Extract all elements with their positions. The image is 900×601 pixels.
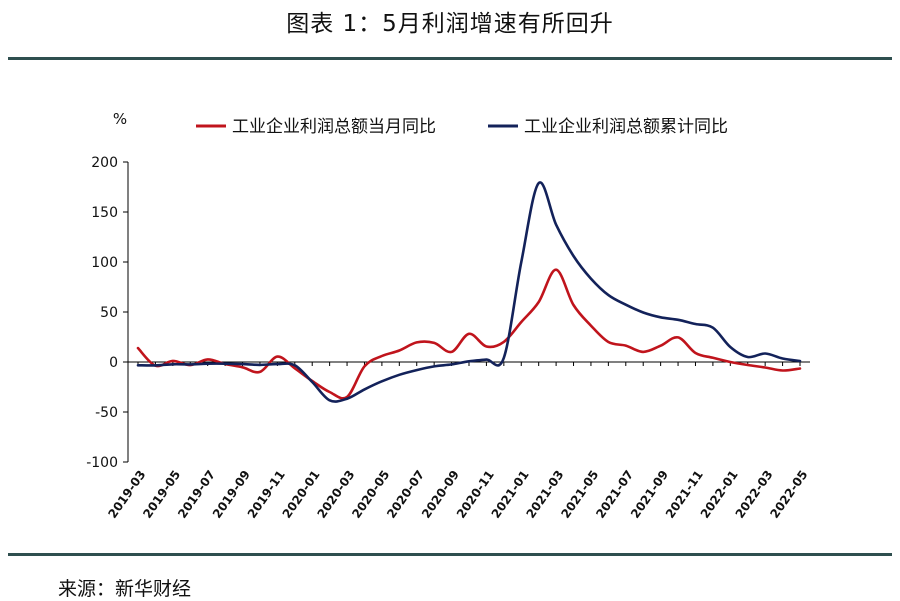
y-axis-unit: % xyxy=(113,110,127,128)
y-tick-label: 100 xyxy=(91,255,118,271)
bottom-rule xyxy=(8,553,892,556)
figure-title: 图表 1：5月利润增速有所回升 xyxy=(286,11,614,37)
legend-label: 工业企业利润总额累计同比 xyxy=(524,117,728,137)
y-tick-label: 50 xyxy=(100,305,118,321)
y-tick-label: 0 xyxy=(109,355,118,371)
legend-label: 工业企业利润总额当月同比 xyxy=(232,117,436,137)
top-rule xyxy=(8,57,892,60)
series-line-monthly xyxy=(136,268,802,400)
y-tick-label: -100 xyxy=(86,455,118,471)
series-line-cumulative xyxy=(136,181,802,403)
source-note: 来源：新华财经 xyxy=(58,578,192,600)
y-tick-label: -50 xyxy=(95,405,118,421)
y-tick-label: 200 xyxy=(91,155,118,171)
y-tick-label: 150 xyxy=(91,205,118,221)
